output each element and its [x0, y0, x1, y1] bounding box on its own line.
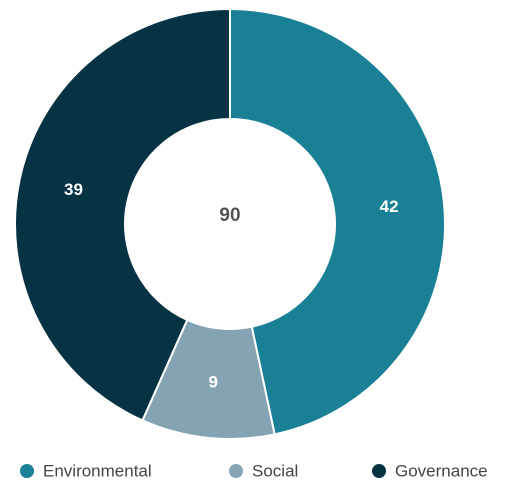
slice-label: 42 [380, 197, 399, 216]
legend-text: Governance [395, 461, 488, 480]
legend-marker [372, 464, 386, 478]
slice [141, 318, 276, 440]
slice [229, 7, 446, 436]
slice [14, 7, 231, 422]
legend-text: Social [252, 461, 298, 480]
legend-marker [229, 464, 243, 478]
slice-label: 9 [209, 373, 218, 392]
slice-label: 39 [64, 180, 83, 199]
legend-marker [20, 464, 34, 478]
center-total: 90 [219, 205, 240, 226]
legend-text: Environmental [43, 461, 152, 480]
